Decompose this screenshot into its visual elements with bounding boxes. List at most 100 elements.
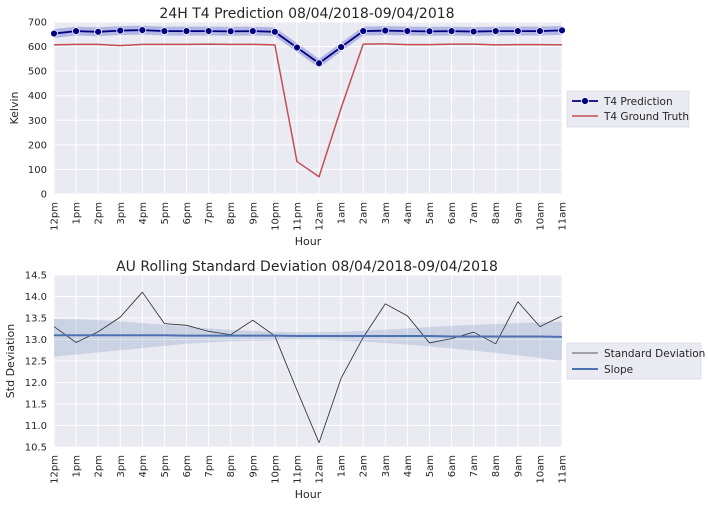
y-tick-label: 13.0 (25, 335, 47, 346)
chart-1-y-ticks: 0 100 200 300 400 500 600 700 (28, 18, 47, 201)
x-tick-label: 7am (469, 202, 480, 224)
t4-prediction-point (359, 27, 368, 35)
y-tick-label: 0 (41, 190, 47, 201)
legend-t4-prediction-marker (581, 97, 589, 105)
x-tick-label: 1am (337, 202, 348, 224)
x-tick-label: 8pm (226, 455, 237, 477)
x-tick-label: 8am (491, 455, 502, 477)
chart-2-legend: Standard Deviation Slope (566, 342, 705, 380)
t4-prediction-confidence-band (54, 25, 562, 68)
chart-2-grid (53, 274, 563, 448)
x-tick-label: 11pm (292, 202, 303, 231)
t4-prediction-point (558, 26, 566, 35)
slope-confidence-band (54, 318, 562, 361)
t4-prediction-point (293, 43, 301, 52)
x-tick-label: 5am (425, 455, 436, 477)
x-tick-label: 3am (381, 202, 392, 224)
x-tick-label: 5pm (160, 202, 171, 224)
x-tick-label: 2pm (94, 202, 105, 224)
x-tick-label: 10pm (270, 455, 281, 484)
chart-1-plot-area (54, 22, 562, 194)
x-tick-label: 11am (558, 455, 569, 484)
x-tick-label: 4pm (138, 202, 149, 224)
x-tick-label: 4am (403, 202, 414, 224)
y-tick-label: 14.5 (25, 271, 47, 282)
t4-prediction-point (447, 27, 456, 35)
chart-1-series (50, 25, 566, 178)
chart-2-x-ticks: 12pm 1pm 2pm 3pm 4pm 5pm 6pm 7pm 8pm 9pm 10pm 11pm 1… (50, 455, 569, 484)
x-tick-label: 4am (403, 455, 414, 477)
legend-standard-deviation-label: Standard Deviation (604, 348, 705, 360)
t4-prediction-point (469, 27, 478, 36)
y-tick-label: 100 (28, 165, 47, 176)
t4-ground-truth-line (53, 43, 563, 178)
x-tick-label: 12pm (50, 455, 61, 484)
t4-prediction-point (337, 43, 346, 51)
y-tick-label: 500 (28, 67, 47, 78)
x-tick-label: 9am (513, 455, 524, 477)
x-tick-label: 8pm (226, 202, 237, 224)
y-tick-label: 700 (28, 18, 47, 29)
y-tick-label: 200 (28, 140, 47, 151)
chart-1: 24H T4 Prediction 08/04/2018-09/04/2018 … (8, 6, 690, 248)
x-tick-label: 3pm (116, 202, 127, 224)
x-tick-label: 6pm (182, 455, 193, 477)
t4-prediction-point (536, 27, 544, 35)
chart-1-y-axis-label: Kelvin (8, 91, 21, 124)
x-tick-label: 6pm (182, 202, 193, 224)
x-tick-label: 12am (315, 202, 326, 231)
y-tick-label: 11.5 (25, 400, 47, 411)
chart-1-x-ticks: 12pm 1pm 2pm 3pm 4pm 5pm 6pm 7pm 8pm 9pm 10pm 11pm 1… (50, 202, 569, 231)
chart-2-legend-box (566, 342, 702, 380)
x-tick-label: 7pm (204, 455, 215, 477)
x-tick-label: 7pm (204, 202, 215, 224)
slope-line (54, 334, 563, 338)
chart-2-y-axis-label: Std Deviation (4, 324, 17, 398)
chart-2-series (53, 291, 563, 444)
x-tick-label: 3am (381, 455, 392, 477)
x-tick-label: 9pm (248, 202, 259, 224)
x-tick-label: 11pm (292, 455, 303, 484)
chart-1-legend-box (566, 90, 690, 128)
chart-2-y-ticks: 10.5 11.0 11.5 12.0 12.5 13.0 13.5 14.0 14.5 (25, 271, 47, 454)
chart-2-x-axis-label: Hour (295, 488, 322, 501)
x-tick-label: 7am (469, 455, 480, 477)
x-tick-label: 9am (513, 202, 524, 224)
x-tick-label: 6am (447, 455, 458, 477)
x-tick-label: 2am (359, 202, 370, 224)
x-tick-label: 10am (535, 455, 546, 484)
x-tick-label: 4pm (138, 455, 149, 477)
t4-prediction-point (270, 27, 279, 36)
t4-prediction-point (72, 27, 80, 35)
chart-1-legend: T4 Prediction T4 Ground Truth (566, 90, 690, 128)
t4-prediction-point (160, 27, 169, 35)
x-tick-label: 12pm (50, 202, 61, 231)
x-tick-label: 1pm (72, 202, 83, 224)
x-tick-label: 8am (491, 202, 502, 224)
standard-deviation-line (53, 291, 563, 444)
t4-prediction-point (425, 27, 434, 36)
t4-prediction-point (50, 29, 58, 38)
legend-t4-ground-truth-label: T4 Ground Truth (603, 111, 689, 123)
y-tick-label: 14.0 (25, 292, 47, 303)
y-tick-label: 400 (28, 91, 47, 102)
x-tick-label: 9pm (248, 455, 259, 477)
y-tick-label: 300 (28, 116, 47, 127)
t4-prediction-point (116, 26, 125, 35)
x-tick-label: 10pm (270, 202, 281, 231)
t4-prediction-point (381, 26, 390, 35)
t4-prediction-point (403, 27, 412, 35)
y-tick-label: 13.5 (25, 314, 47, 325)
chart-2: AU Rolling Standard Deviation 08/04/2018… (4, 259, 705, 501)
legend-slope-label: Slope (604, 364, 633, 376)
x-tick-label: 6am (447, 202, 458, 224)
t4-prediction-point (315, 59, 323, 68)
x-tick-label: 5am (425, 202, 436, 224)
x-tick-label: 3pm (116, 455, 127, 477)
x-tick-label: 10am (535, 202, 546, 231)
y-tick-label: 11.0 (25, 421, 47, 432)
t4-prediction-point (138, 26, 147, 35)
y-tick-label: 12.0 (25, 378, 47, 389)
y-tick-label: 10.5 (25, 443, 47, 454)
